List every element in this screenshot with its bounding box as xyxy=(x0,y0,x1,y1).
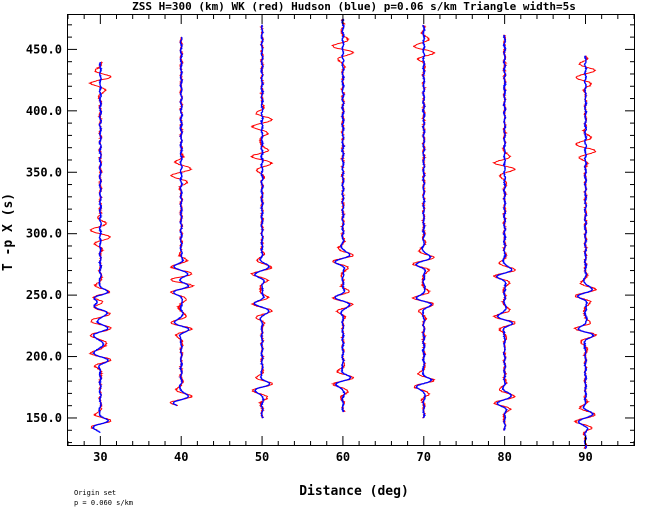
y-axis-title: T -p X (s) xyxy=(1,193,16,271)
plot-frame xyxy=(67,14,635,446)
chart-title: ZSS H=300 (km) WK (red) Hudson (blue) p=… xyxy=(132,0,576,13)
x-tick-label: 30 xyxy=(93,450,107,464)
y-tick-label: 350.0 xyxy=(26,165,62,179)
footnote-line-1: Origin set xyxy=(74,489,116,497)
footnote-line-2: p = 0.060 s/km xyxy=(74,499,133,507)
y-tick-label: 200.0 xyxy=(26,350,62,364)
x-tick-label: 40 xyxy=(174,450,188,464)
x-tick-label: 90 xyxy=(578,450,592,464)
trace-blue-90 xyxy=(576,55,596,450)
trace-blue-70 xyxy=(414,24,434,419)
y-tick-label: 450.0 xyxy=(26,42,62,56)
x-tick-label: 60 xyxy=(336,450,350,464)
ticks-group: 30 40 50 60 70 80 90 150.0 200.0 250.0 300.0 350.0 4… xyxy=(26,15,635,464)
x-tick-label: 70 xyxy=(417,450,431,464)
trace-blue-40 xyxy=(172,36,190,407)
trace-blue-80 xyxy=(495,34,514,431)
x-axis-title: Distance (deg) xyxy=(299,484,409,499)
y-tick-label: 400.0 xyxy=(26,104,62,118)
x-tick-label: 50 xyxy=(255,450,269,464)
trace-blue-60 xyxy=(334,18,352,413)
y-tick-label: 250.0 xyxy=(26,288,62,302)
trace-blue-50 xyxy=(253,24,271,419)
traces-group xyxy=(88,18,598,450)
trace-blue-30 xyxy=(91,61,110,433)
y-tick-label: 300.0 xyxy=(26,227,62,241)
y-tick-label: 150.0 xyxy=(26,411,62,425)
x-tick-label: 80 xyxy=(497,450,511,464)
